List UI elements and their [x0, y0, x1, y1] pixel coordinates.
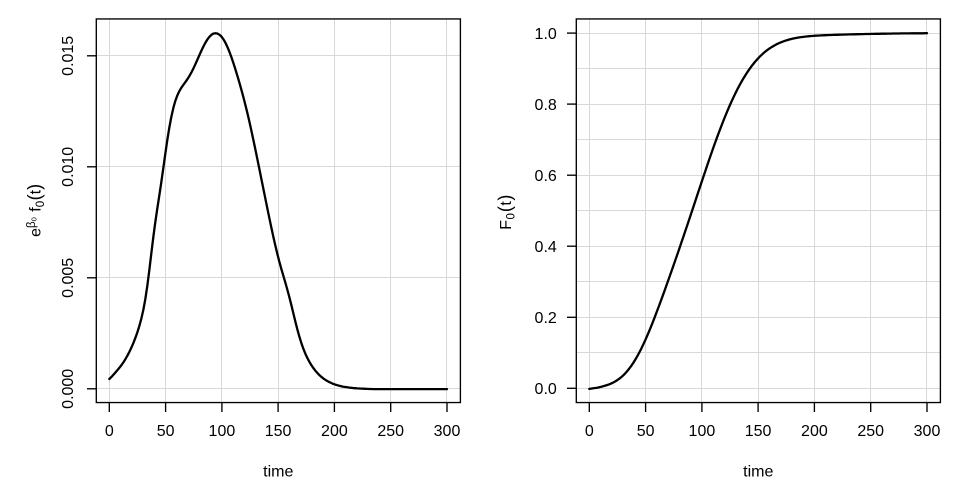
svg-text:150: 150 [265, 423, 292, 440]
svg-text:0.0: 0.0 [535, 381, 557, 398]
svg-text:0.4: 0.4 [535, 239, 557, 256]
svg-text:150: 150 [745, 423, 772, 440]
svg-text:0: 0 [105, 423, 114, 440]
svg-text:200: 200 [321, 423, 348, 440]
svg-text:100: 100 [689, 423, 716, 440]
svg-text:300: 300 [434, 423, 461, 440]
svg-text:0.005: 0.005 [60, 258, 77, 298]
svg-text:250: 250 [377, 423, 404, 440]
svg-text:200: 200 [801, 423, 828, 440]
svg-text:300: 300 [914, 423, 941, 440]
svg-text:100: 100 [209, 423, 236, 440]
svg-text:0: 0 [585, 423, 594, 440]
svg-text:0.015: 0.015 [60, 36, 77, 76]
svg-text:250: 250 [857, 423, 884, 440]
svg-text:time: time [263, 464, 293, 480]
svg-text:eβ0 f0(t): eβ0 f0(t) [24, 184, 47, 237]
svg-text:0.010: 0.010 [60, 147, 77, 187]
svg-text:0.2: 0.2 [535, 310, 557, 327]
svg-text:time: time [743, 464, 773, 480]
svg-text:1.0: 1.0 [535, 26, 557, 43]
svg-text:0.8: 0.8 [535, 97, 557, 114]
svg-text:0.000: 0.000 [60, 369, 77, 409]
svg-text:F0(t): F0(t) [495, 195, 518, 230]
svg-text:50: 50 [637, 423, 655, 440]
svg-text:50: 50 [157, 423, 175, 440]
svg-text:0.6: 0.6 [535, 168, 557, 185]
